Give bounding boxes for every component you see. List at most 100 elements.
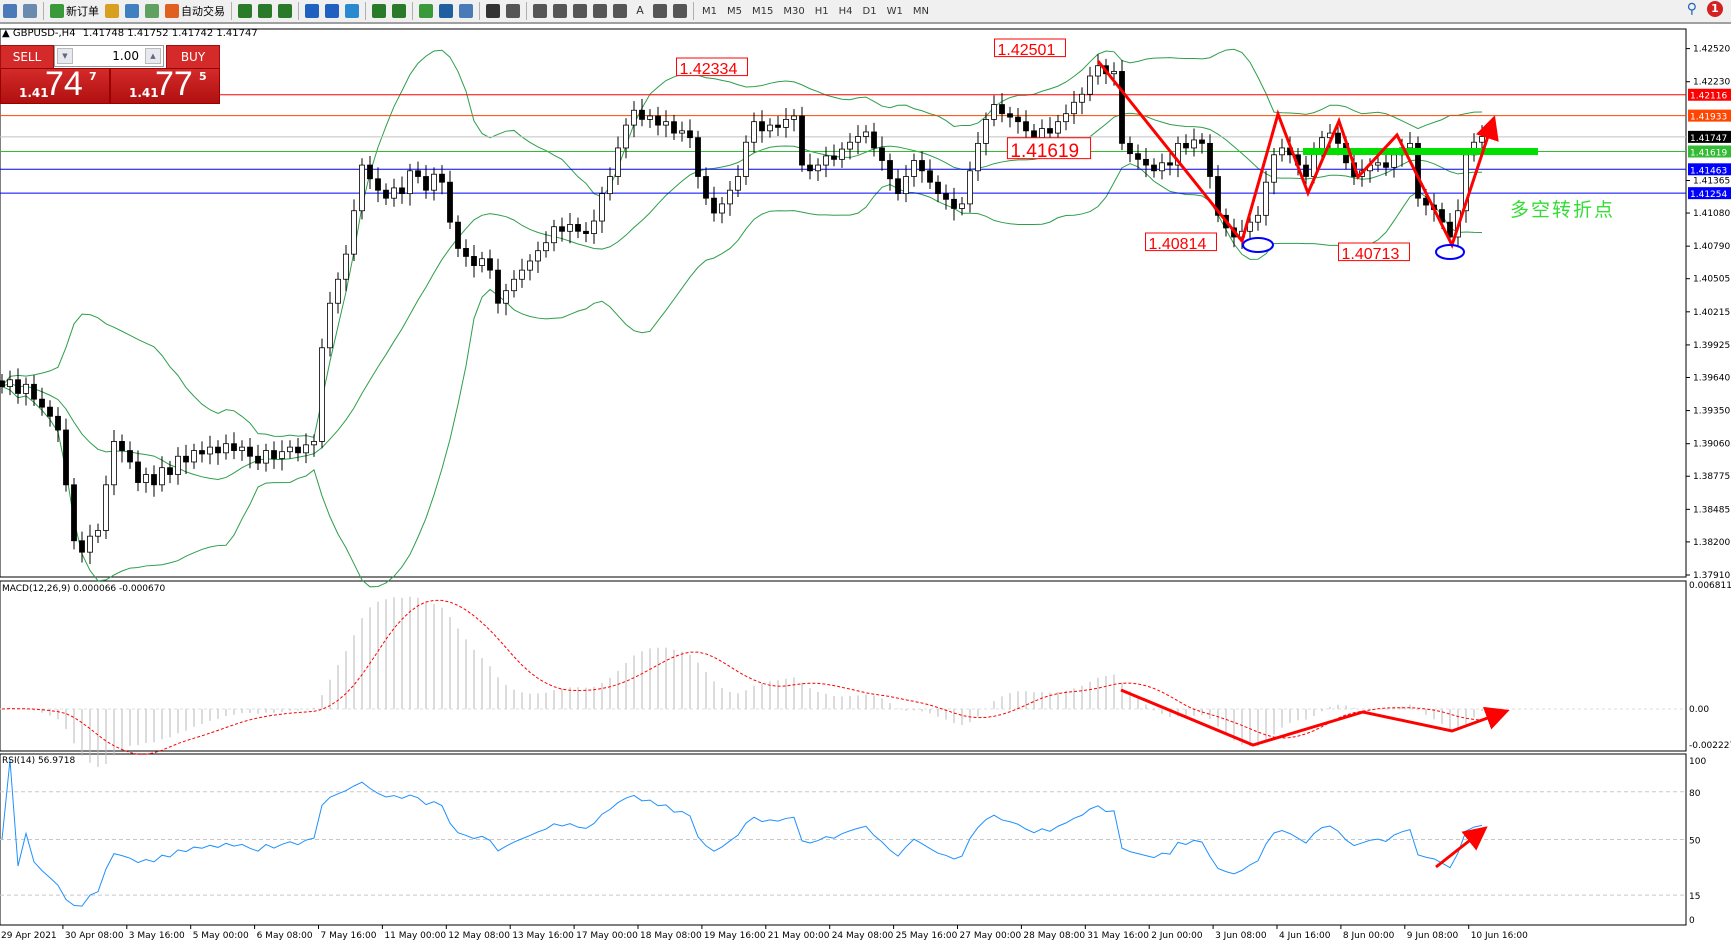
- price-tick-label: 1.39925: [1693, 341, 1730, 351]
- rsi-scale-label: 15: [1689, 892, 1700, 902]
- bollinger-upper: [1, 48, 1483, 439]
- tile-windows-button[interactable]: [342, 1, 362, 21]
- timeframe-m15[interactable]: M15: [752, 5, 774, 17]
- search-icon[interactable]: ⚲: [1686, 1, 1697, 17]
- increase-lot-button[interactable]: ▲: [145, 48, 161, 64]
- timeframe-m1[interactable]: M1: [702, 5, 717, 17]
- bar-chart-button[interactable]: [235, 1, 255, 21]
- auto-trading-button[interactable]: 自动交易: [162, 1, 228, 21]
- crosshair-button[interactable]: [503, 1, 523, 21]
- symbol-ohlc: 1.41748 1.41752 1.41742 1.41747: [82, 28, 258, 39]
- bear-candle: [367, 164, 373, 180]
- time-axis-label: 5 May 00:00: [193, 931, 249, 941]
- terminal-button[interactable]: [122, 1, 142, 21]
- gold-bar-button[interactable]: [102, 1, 122, 21]
- bear-candle: [1007, 113, 1013, 118]
- timeframe-m30[interactable]: M30: [783, 5, 805, 17]
- symbol-name: GBPUSD-,H4: [12, 28, 76, 39]
- bull-candle: [543, 242, 549, 252]
- timeframe-h4[interactable]: H4: [838, 5, 853, 17]
- timeframe-m5[interactable]: M5: [727, 5, 742, 17]
- bear-candle: [31, 383, 37, 400]
- lot-size-stepper[interactable]: ▼ 1.00 ▲: [54, 45, 164, 67]
- horizontal-line-button[interactable]: [550, 1, 570, 21]
- bull-candle: [1175, 142, 1181, 166]
- bear-candle: [247, 446, 253, 457]
- signal-icon: [145, 4, 159, 18]
- buy-price[interactable]: 1.41 77 5: [110, 65, 220, 104]
- chart-area[interactable]: 1.42520 1.42230 1.41365 1.41080 1.40790 1.405…: [0, 24, 1731, 942]
- line-chart-button[interactable]: [275, 1, 295, 21]
- price-tick-label: 1.38485: [1693, 505, 1730, 515]
- bear-candle: [79, 540, 85, 553]
- bull-candle: [1255, 214, 1261, 223]
- toolbar-separator: [693, 2, 694, 20]
- autoscroll-button[interactable]: [389, 1, 409, 21]
- tile-windows-icon: [345, 4, 359, 18]
- trend-zigzag-arrow: [1096, 60, 1499, 249]
- candle-chart-icon: [258, 4, 272, 18]
- bull-candle: [175, 455, 181, 475]
- bull-candle: [1079, 93, 1085, 103]
- price-tick-label: 1.39350: [1693, 407, 1730, 417]
- sell-button[interactable]: SELL: [0, 45, 54, 69]
- bull-candle: [207, 446, 213, 455]
- macd-scale-label: 0.00: [1689, 705, 1709, 715]
- bear-candle: [447, 181, 453, 223]
- bull-candle: [1055, 121, 1061, 134]
- vertical-line-button[interactable]: [530, 1, 550, 21]
- signal-button[interactable]: [142, 1, 162, 21]
- bull-candle: [311, 441, 317, 446]
- templates-button[interactable]: [456, 1, 476, 21]
- arrows-icon: [673, 4, 687, 18]
- decrease-lot-button[interactable]: ▼: [57, 48, 73, 64]
- periods-button[interactable]: [436, 1, 456, 21]
- bear-candle: [1447, 221, 1453, 238]
- timeframe-h1[interactable]: H1: [814, 5, 829, 17]
- price-annotation-label: 1.41619: [1010, 141, 1079, 162]
- price-tick-label: 1.40505: [1693, 275, 1730, 285]
- rsi-line: [1, 759, 1483, 907]
- toolbar-separator: [231, 2, 232, 20]
- notifications-badge[interactable]: 1: [1707, 1, 1723, 17]
- bollinger-lower: [1, 163, 1483, 588]
- bull-candle: [87, 535, 93, 553]
- timeframe-mn[interactable]: MN: [912, 5, 929, 17]
- new-order-button[interactable]: 新订单: [47, 1, 102, 21]
- collapse-arrow-icon[interactable]: ▲: [2, 28, 10, 39]
- chart-doc-button[interactable]: [0, 1, 20, 21]
- bear-candle: [687, 130, 693, 139]
- bear-candle: [471, 256, 477, 266]
- text-button[interactable]: A: [630, 1, 650, 21]
- zoom-in-button[interactable]: [302, 1, 322, 21]
- price-level-label: 1.41463: [1690, 166, 1727, 176]
- cursor-button[interactable]: [483, 1, 503, 21]
- price-level-tag: [1688, 145, 1731, 158]
- chart-shift-button[interactable]: [369, 1, 389, 21]
- bull-candle: [1479, 136, 1485, 143]
- bull-candle: [23, 383, 29, 394]
- bull-candle: [607, 176, 613, 195]
- bull-candle: [351, 210, 357, 255]
- fibonacci-button[interactable]: [610, 1, 630, 21]
- templates-icon: [459, 4, 473, 18]
- timeframe-w1[interactable]: W1: [886, 5, 903, 17]
- lot-size-input[interactable]: 1.00: [112, 49, 139, 63]
- buy-button[interactable]: BUY: [166, 45, 220, 69]
- trendline-button[interactable]: [570, 1, 590, 21]
- indicators-button[interactable]: [416, 1, 436, 21]
- sell-price[interactable]: 1.41 74 7: [0, 65, 110, 104]
- timeframe-d1[interactable]: D1: [862, 5, 877, 17]
- bull-candle: [287, 446, 293, 453]
- candle-chart-button[interactable]: [255, 1, 275, 21]
- bear-candle: [1143, 158, 1149, 166]
- arrows-button[interactable]: [670, 1, 690, 21]
- rsi-rising-arrow: [1435, 826, 1488, 869]
- bull-candle: [1407, 142, 1413, 149]
- text-label-button[interactable]: [650, 1, 670, 21]
- zoom-out-button[interactable]: [322, 1, 342, 21]
- time-axis-label: 2 Jun 00:00: [1151, 931, 1203, 941]
- bull-candle: [1191, 139, 1197, 149]
- channel-button[interactable]: [590, 1, 610, 21]
- zoom-doc-button[interactable]: [20, 1, 40, 21]
